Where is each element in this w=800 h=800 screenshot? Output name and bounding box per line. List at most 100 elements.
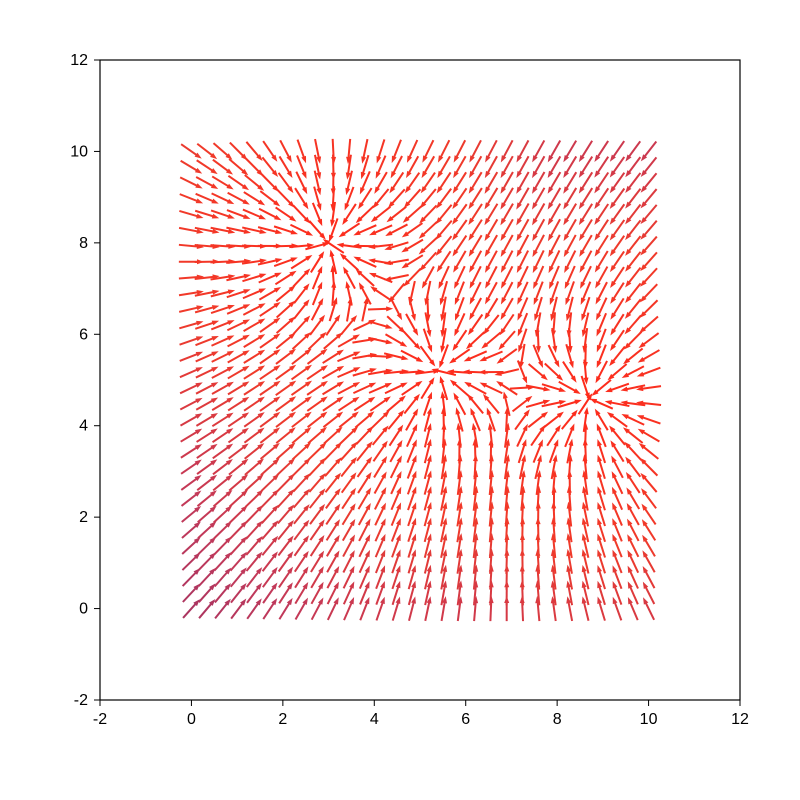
arrow-head bbox=[626, 487, 632, 494]
arrow-head bbox=[306, 230, 313, 235]
arrow-head bbox=[597, 345, 602, 352]
arrow-shaft bbox=[291, 383, 308, 395]
arrow-head bbox=[563, 155, 569, 162]
arrow-head bbox=[613, 581, 618, 588]
arrow-head bbox=[642, 550, 648, 557]
arrow-head bbox=[479, 356, 486, 361]
arrow-head bbox=[501, 266, 506, 273]
arrow-head bbox=[455, 313, 460, 320]
arrow-shaft bbox=[182, 540, 197, 554]
arrow-head bbox=[550, 298, 555, 305]
arrow-head bbox=[595, 281, 601, 288]
arrow-shaft bbox=[244, 383, 262, 394]
arrow-head bbox=[349, 597, 354, 604]
arrow-head bbox=[643, 582, 648, 589]
arrow-shaft bbox=[393, 140, 401, 159]
arrow-head bbox=[532, 250, 537, 257]
arrow-head bbox=[552, 346, 557, 353]
arrow-shaft bbox=[323, 399, 340, 411]
arrow-shaft bbox=[597, 157, 609, 174]
arrow-shaft bbox=[368, 309, 389, 310]
arrow-head bbox=[597, 502, 602, 509]
arrow-head bbox=[503, 391, 508, 398]
arrow-shaft bbox=[293, 205, 307, 220]
arrow-shaft bbox=[485, 333, 501, 346]
arrow-shaft bbox=[312, 601, 322, 620]
arrow-head bbox=[566, 298, 571, 305]
arrow-shaft bbox=[308, 430, 324, 444]
arrow-head bbox=[226, 397, 233, 403]
arrow-head bbox=[573, 388, 580, 394]
arrow-shaft bbox=[247, 555, 260, 571]
arrow-shaft bbox=[277, 303, 293, 317]
arrow-head bbox=[412, 502, 417, 509]
arrow-shaft bbox=[544, 414, 560, 427]
arrow-head bbox=[365, 550, 370, 557]
arrow-shaft bbox=[279, 601, 290, 619]
arrow-shaft bbox=[245, 175, 261, 188]
arrow-head bbox=[517, 313, 522, 320]
arrow-shaft bbox=[581, 172, 592, 190]
arrow-shaft bbox=[260, 352, 277, 364]
arrow-shaft bbox=[278, 508, 292, 524]
arrow-shaft bbox=[228, 430, 245, 442]
arrow-shaft bbox=[279, 173, 291, 190]
arrow-head bbox=[196, 321, 203, 326]
arrow-shaft bbox=[374, 289, 391, 301]
arrow-head bbox=[195, 413, 202, 419]
arrow-head bbox=[612, 471, 617, 478]
arrow-head bbox=[548, 186, 554, 193]
arrow-shaft bbox=[198, 524, 213, 538]
arrow-head bbox=[621, 414, 628, 419]
arrow-head bbox=[227, 199, 234, 204]
arrow-head bbox=[380, 534, 385, 541]
arrow-head bbox=[381, 503, 386, 510]
arrow-head bbox=[548, 218, 554, 225]
arrow-shaft bbox=[246, 158, 261, 173]
arrow-head bbox=[396, 565, 401, 572]
arrow-head bbox=[638, 429, 645, 435]
arrow-shaft bbox=[262, 539, 275, 555]
arrow-shaft bbox=[628, 189, 641, 206]
arrow-shaft bbox=[261, 446, 277, 459]
arrow-head bbox=[464, 356, 471, 361]
arrow-shaft bbox=[506, 411, 507, 432]
arrow-shaft bbox=[183, 571, 198, 586]
arrow-head bbox=[212, 321, 219, 326]
arrow-shaft bbox=[455, 236, 467, 253]
arrow-head bbox=[454, 329, 459, 336]
arrow-shaft bbox=[613, 298, 624, 316]
arrow-head bbox=[396, 487, 401, 494]
arrow-shaft bbox=[643, 461, 658, 476]
arrow-head bbox=[334, 582, 339, 589]
arrow-head bbox=[349, 550, 354, 557]
arrow-head bbox=[580, 266, 586, 273]
arrow-head bbox=[501, 155, 506, 162]
arrow-head bbox=[463, 369, 470, 374]
arrow-head bbox=[501, 313, 507, 320]
arrow-head bbox=[413, 408, 419, 415]
arrow-head bbox=[595, 376, 600, 383]
arrow-shaft bbox=[244, 415, 261, 427]
arrow-head bbox=[569, 361, 574, 368]
arrow-head bbox=[369, 383, 376, 388]
arrow-shaft bbox=[500, 349, 517, 361]
arrow-head bbox=[470, 297, 475, 304]
arrow-shaft bbox=[628, 475, 639, 493]
arrow-head bbox=[258, 303, 265, 308]
arrow-head bbox=[317, 203, 322, 210]
arrow-head bbox=[381, 471, 387, 478]
arrow-head bbox=[353, 334, 360, 340]
arrow-shaft bbox=[483, 351, 502, 359]
arrow-shaft bbox=[643, 284, 657, 299]
arrow-head bbox=[597, 361, 602, 368]
arrow-head bbox=[349, 581, 354, 588]
arrow-head bbox=[485, 187, 491, 194]
arrow-head bbox=[470, 281, 475, 288]
arrow-shaft bbox=[438, 236, 451, 252]
arrow-head bbox=[275, 258, 282, 263]
arrow-shaft bbox=[292, 430, 308, 443]
arrow-shaft bbox=[581, 219, 592, 237]
arrow-head bbox=[532, 155, 538, 162]
arrow-shaft bbox=[628, 220, 641, 237]
